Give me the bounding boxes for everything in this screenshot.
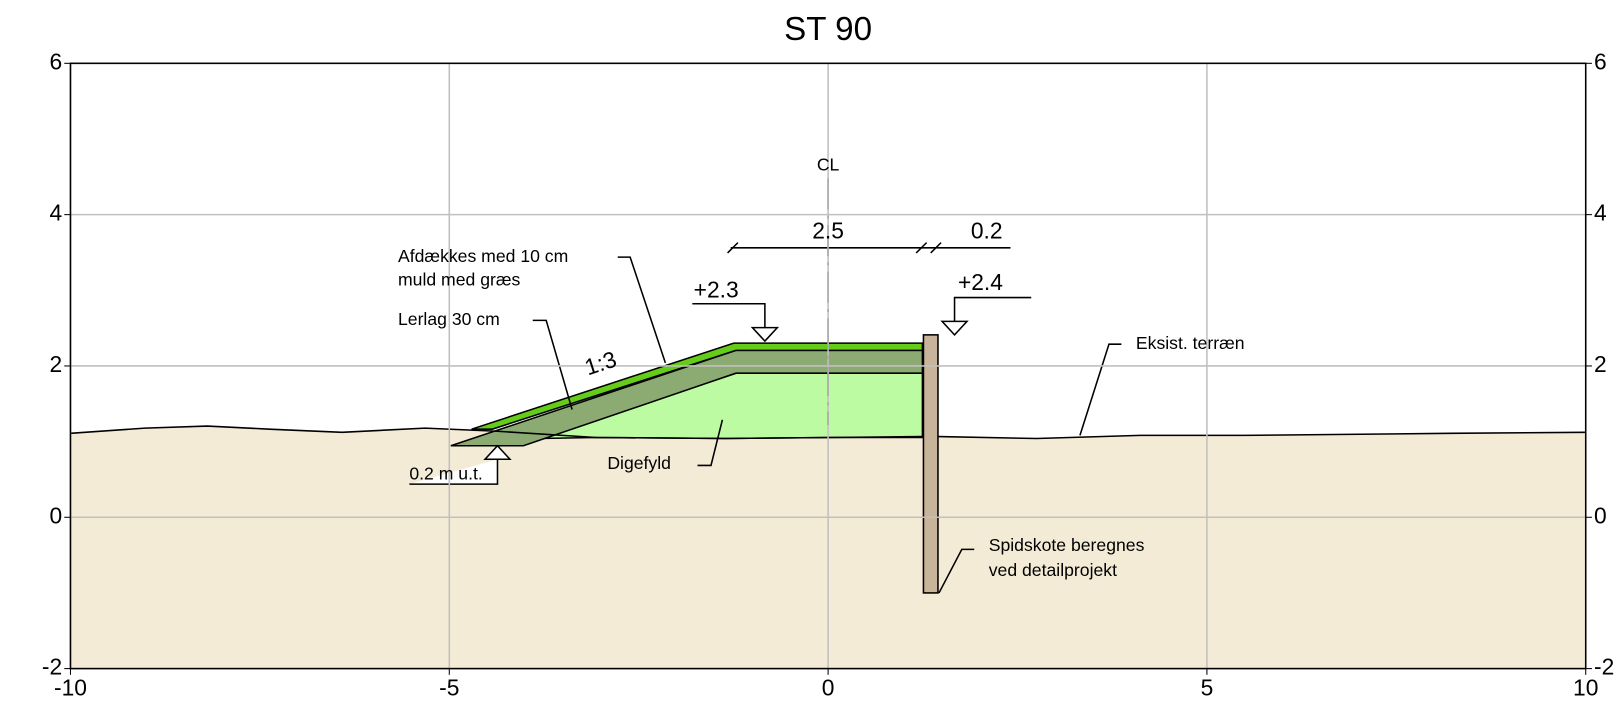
annotation: Afdækkes med 10 cm [398,246,568,266]
annotation: muld med græs [398,270,521,290]
x-tick-label: 5 [1201,674,1214,700]
annotation: 0.2 m u.t. [409,463,482,483]
y-tick-label: 6 [49,48,62,74]
y2-tick-label: 0 [1594,502,1607,528]
y2-tick-label: 2 [1594,351,1607,377]
leader [1079,343,1122,436]
annotation: 2.5 [812,217,844,243]
x-tick-label: -10 [54,674,87,700]
annotation: Digefyld [607,453,671,473]
annotation: ved detailprojekt [989,560,1117,580]
annotation: Spidskote beregnes [989,535,1145,555]
y2-tick-label: -2 [1594,654,1614,680]
terrain-line [70,425,1586,440]
sheet-pile [922,334,939,594]
plot-frame [69,62,1587,670]
level-marker [940,296,1032,337]
level-marker [409,444,512,485]
y-tick-label: 4 [49,200,62,226]
y2-tick-label: 6 [1594,48,1607,74]
annotation: +2.3 [694,276,739,302]
topsoil [471,342,924,430]
annotation: 0.2 [971,217,1003,243]
annotation: CL [817,155,840,175]
level-marker [692,302,780,343]
y2-tick-label: 4 [1594,200,1607,226]
y-tick-label: 0 [49,502,62,528]
x-tick-label: 10 [1573,674,1598,700]
annotation: 1:3 [581,346,619,381]
y-tick-label: -2 [42,654,62,680]
y-tick-label: 2 [49,351,62,377]
leader [532,319,573,410]
leader [938,548,975,594]
dimension-ticks [727,242,942,254]
leader [617,256,667,364]
leader [697,419,724,467]
x-tick-label: 0 [822,674,835,700]
x-tick-label: -5 [439,674,459,700]
annotation: Eksist. terræn [1136,333,1245,353]
annotation: Lerlag 30 cm [398,309,500,329]
chart-title: ST 90 [784,11,872,48]
annotation: +2.4 [958,269,1003,295]
